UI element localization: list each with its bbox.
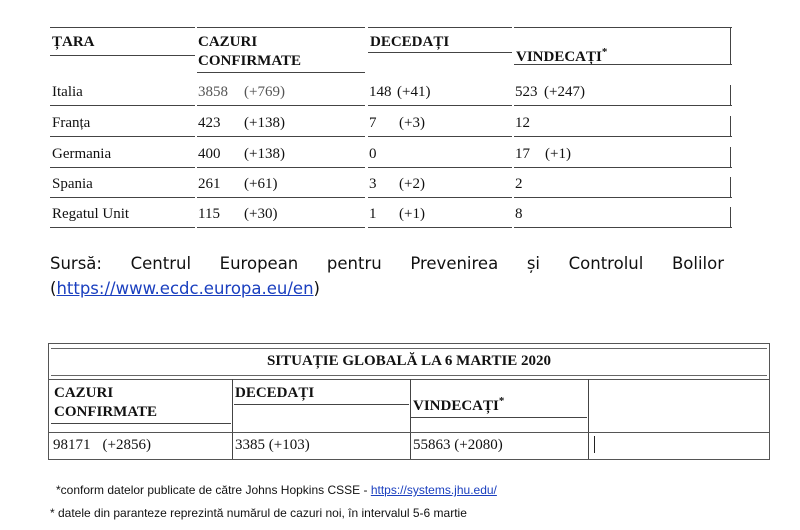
header-country: ȚARA: [52, 34, 95, 50]
ecdc-link[interactable]: https://www.ecdc.europa.eu/en: [56, 279, 314, 298]
confirmed-cell: 115 (+30): [198, 206, 278, 222]
global-title: SITUAȚIE GLOBALĂ LA 6 MARTIE 2020: [266, 353, 552, 369]
deaths-cell: 7 (+3): [369, 115, 425, 131]
deaths-cell: 1 (+1): [369, 206, 425, 222]
country-name: Germania: [52, 146, 112, 162]
global-deaths-value: 3385 (+103): [235, 437, 310, 453]
confirmed-cell: 400 (+138): [198, 146, 285, 162]
footnote-source: *conform datelor publicate de către John…: [56, 483, 497, 497]
recovered-cell: 523 (+247): [515, 84, 585, 100]
recovered-cell: 12: [515, 115, 530, 131]
confirmed-cell: 3858 (+769): [198, 84, 285, 100]
global-confirmed-value: 98171 (+2856): [53, 437, 151, 453]
header-recovered: VINDECAȚI*: [516, 46, 608, 65]
text-cursor: [594, 436, 595, 453]
country-name: Regatul Unit: [52, 206, 130, 222]
deaths-cell: 148 (+41): [369, 84, 431, 100]
confirmed-cell: 261 (+61): [198, 176, 278, 192]
recovered-cell: 2: [515, 176, 523, 192]
country-name: Franța: [52, 115, 91, 131]
country-name: Italia: [52, 84, 83, 100]
confirmed-cell: 423 (+138): [198, 115, 285, 131]
global-recovered-value: 55863 (+2080): [413, 437, 503, 453]
jhu-link[interactable]: https://systems.jhu.edu/: [370, 483, 497, 497]
source-label: Sursă: Centrul European pentru Prevenire…: [50, 254, 724, 273]
global-header-deaths: DECEDAȚI: [235, 385, 315, 401]
global-header-confirmed: CAZURI CONFIRMATE: [54, 385, 158, 420]
header-deaths: DECEDAȚI: [370, 34, 450, 50]
recovered-cell: 8: [515, 206, 523, 222]
global-header-recovered: VINDECAȚI*: [413, 395, 505, 414]
header-confirmed: CAZURI CONFIRMATE: [198, 34, 302, 69]
recovered-cell: 17 (+1): [515, 146, 571, 162]
footnote-parentheses: * datele din paranteze reprezintă număru…: [50, 506, 467, 520]
deaths-cell: 0: [369, 146, 377, 162]
country-name: Spania: [52, 176, 93, 192]
global-table: SITUAȚIE GLOBALĂ LA 6 MARTIE 2020 CAZURI…: [48, 343, 770, 460]
source-link-line: (https://www.ecdc.europa.eu/en): [50, 279, 320, 298]
deaths-cell: 3 (+2): [369, 176, 425, 192]
